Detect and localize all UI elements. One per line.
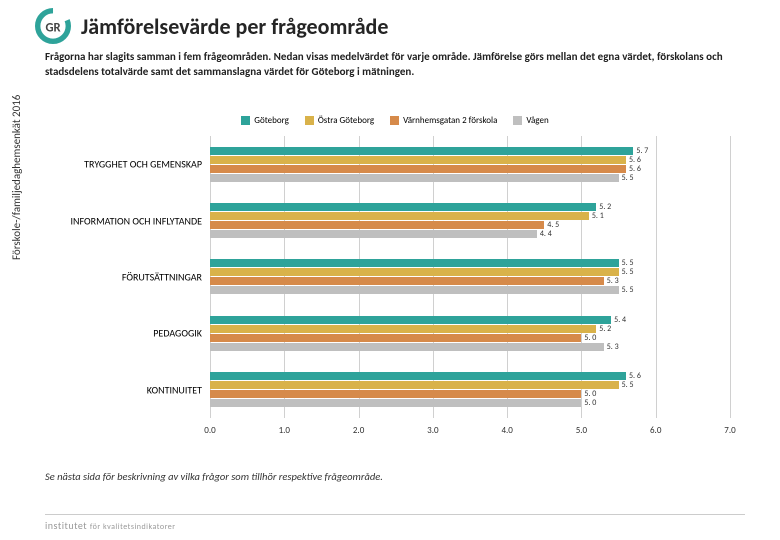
gridline bbox=[730, 136, 731, 418]
bar-value: 5. 7 bbox=[633, 147, 648, 155]
legend-item: Vågen bbox=[513, 115, 548, 126]
legend-label: Värnhemsgatan 2 förskola bbox=[403, 115, 497, 126]
bar-value: 5. 3 bbox=[604, 343, 619, 351]
legend-label: Östra Göteborg bbox=[318, 115, 374, 126]
x-axis-label: 4.0 bbox=[501, 425, 512, 436]
legend-swatch bbox=[390, 116, 399, 125]
chart-group: PEDAGOGIK5. 45. 25. 05. 3 bbox=[210, 305, 730, 361]
bar: 4. 5 bbox=[210, 221, 544, 229]
bar-value: 5. 6 bbox=[626, 165, 641, 173]
bar: 5. 6 bbox=[210, 372, 626, 380]
bar: 5. 0 bbox=[210, 390, 581, 398]
legend-swatch bbox=[513, 116, 522, 125]
x-axis-label: 0.0 bbox=[204, 425, 215, 436]
bar: 5. 5 bbox=[210, 259, 619, 267]
svg-text:GR: GR bbox=[45, 20, 60, 35]
x-axis-label: 2.0 bbox=[353, 425, 364, 436]
bar: 5. 7 bbox=[210, 147, 633, 155]
bar: 5. 5 bbox=[210, 268, 619, 276]
bar: 5. 6 bbox=[210, 165, 626, 173]
sidebar-label: Förskole-/familjedaghemsenkät 2016 bbox=[10, 95, 23, 260]
legend-label: Göteborg bbox=[254, 115, 289, 126]
x-axis-label: 3.0 bbox=[427, 425, 438, 436]
category-label: KONTINUITET bbox=[50, 384, 210, 395]
footnote: Se nästa sida för beskrivning av vilka f… bbox=[45, 470, 383, 483]
x-axis-label: 1.0 bbox=[279, 425, 290, 436]
chart-group: KONTINUITET5. 65. 55. 05. 0 bbox=[210, 362, 730, 418]
bar-value: 4. 5 bbox=[544, 221, 559, 229]
category-label: TRYGGHET OCH GEMENSKAP bbox=[50, 159, 210, 170]
comparison-chart: Göteborg Östra Göteborg Värnhemsgatan 2 fö… bbox=[45, 115, 745, 455]
footer: institutet för kvalitetsindikatorer bbox=[45, 514, 745, 532]
category-label: INFORMATION OCH INFLYTANDE bbox=[50, 215, 210, 226]
bar: 5. 1 bbox=[210, 212, 589, 220]
bar-value: 5. 5 bbox=[619, 381, 634, 389]
bar: 5. 6 bbox=[210, 156, 626, 164]
bar-value: 5. 2 bbox=[596, 203, 611, 211]
intro-text: Frågorna har slagits samman i fem frågeo… bbox=[45, 50, 745, 80]
category-label: PEDAGOGIK bbox=[50, 328, 210, 339]
bar-value: 5. 5 bbox=[619, 268, 634, 276]
bar-value: 5. 1 bbox=[589, 212, 604, 220]
bar-value: 5. 6 bbox=[626, 372, 641, 380]
bar-value: 5. 0 bbox=[581, 390, 596, 398]
chart-group: INFORMATION OCH INFLYTANDE5. 25. 14. 54.… bbox=[210, 192, 730, 248]
bar: 5. 5 bbox=[210, 381, 619, 389]
bar-value: 5. 5 bbox=[619, 174, 634, 182]
bar-value: 5. 5 bbox=[619, 286, 634, 294]
bar-value: 5. 0 bbox=[581, 399, 596, 407]
bar-value: 5. 6 bbox=[626, 156, 641, 164]
bar-value: 5. 2 bbox=[596, 325, 611, 333]
page-title: Jämförelsevärde per frågeområde bbox=[81, 13, 388, 40]
chart-legend: Göteborg Östra Göteborg Värnhemsgatan 2 fö… bbox=[45, 115, 745, 126]
category-label: FÖRUTSÄTTNINGAR bbox=[50, 271, 210, 282]
chart-group: TRYGGHET OCH GEMENSKAP5. 75. 65. 65. 5 bbox=[210, 136, 730, 192]
legend-item: Göteborg bbox=[241, 115, 289, 126]
bar: 5. 2 bbox=[210, 325, 596, 333]
footer-brand: institutet bbox=[45, 519, 87, 532]
footer-tagline: för kvalitetsindikatorer bbox=[90, 522, 176, 532]
bar-value: 5. 4 bbox=[611, 316, 626, 324]
bar: 5. 3 bbox=[210, 343, 604, 351]
x-axis-label: 6.0 bbox=[650, 425, 661, 436]
bar-value: 5. 5 bbox=[619, 259, 634, 267]
legend-swatch bbox=[305, 116, 314, 125]
x-axis-label: 5.0 bbox=[576, 425, 587, 436]
bar: 5. 2 bbox=[210, 203, 596, 211]
bar: 5. 5 bbox=[210, 286, 619, 294]
bar-value: 4. 4 bbox=[537, 230, 552, 238]
header: GR Jämförelsevärde per frågeområde bbox=[35, 8, 388, 44]
bar: 5. 0 bbox=[210, 399, 581, 407]
legend-item: Östra Göteborg bbox=[305, 115, 374, 126]
legend-swatch bbox=[241, 116, 250, 125]
x-axis-label: 7.0 bbox=[724, 425, 735, 436]
chart-group: FÖRUTSÄTTNINGAR5. 55. 55. 35. 5 bbox=[210, 249, 730, 305]
bar-value: 5. 3 bbox=[604, 277, 619, 285]
bar: 5. 4 bbox=[210, 316, 611, 324]
gr-logo: GR bbox=[35, 8, 71, 44]
bar: 5. 3 bbox=[210, 277, 604, 285]
bar: 5. 5 bbox=[210, 174, 619, 182]
legend-label: Vågen bbox=[526, 115, 548, 126]
legend-item: Värnhemsgatan 2 förskola bbox=[390, 115, 497, 126]
chart-plot: 0.01.02.03.04.05.06.07.0TRYGGHET OCH GEM… bbox=[210, 136, 730, 436]
bar: 5. 0 bbox=[210, 334, 581, 342]
bar-value: 5. 0 bbox=[581, 334, 596, 342]
bar: 4. 4 bbox=[210, 230, 537, 238]
